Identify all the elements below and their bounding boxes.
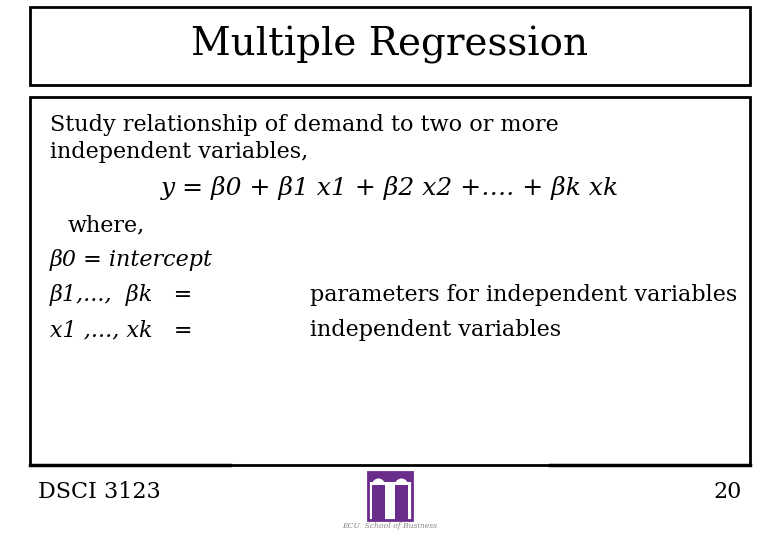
Wedge shape	[372, 478, 385, 485]
Wedge shape	[395, 478, 408, 485]
Text: ECU  School of Business: ECU School of Business	[342, 522, 438, 530]
Text: x1 ,..., xk   =: x1 ,..., xk =	[50, 319, 193, 341]
FancyBboxPatch shape	[30, 97, 750, 465]
Text: Multiple Regression: Multiple Regression	[191, 26, 589, 64]
FancyBboxPatch shape	[368, 472, 412, 520]
FancyBboxPatch shape	[368, 472, 412, 482]
Text: 20: 20	[714, 481, 742, 503]
Text: independent variables: independent variables	[310, 319, 561, 341]
Text: DSCI 3123: DSCI 3123	[38, 481, 161, 503]
Text: β0 = intercept: β0 = intercept	[50, 249, 213, 271]
FancyBboxPatch shape	[30, 7, 750, 85]
Text: β1,...,  βk   =: β1,..., βk =	[50, 284, 193, 306]
Text: where,: where,	[68, 214, 145, 236]
Text: independent variables,: independent variables,	[50, 141, 308, 163]
Text: y = β0 + β1 x1 + β2 x2 +…. + βk xk: y = β0 + β1 x1 + β2 x2 +…. + βk xk	[161, 176, 619, 200]
FancyBboxPatch shape	[372, 485, 385, 520]
Text: Study relationship of demand to two or more: Study relationship of demand to two or m…	[50, 114, 558, 136]
FancyBboxPatch shape	[395, 485, 408, 520]
Text: parameters for independent variables: parameters for independent variables	[310, 284, 737, 306]
